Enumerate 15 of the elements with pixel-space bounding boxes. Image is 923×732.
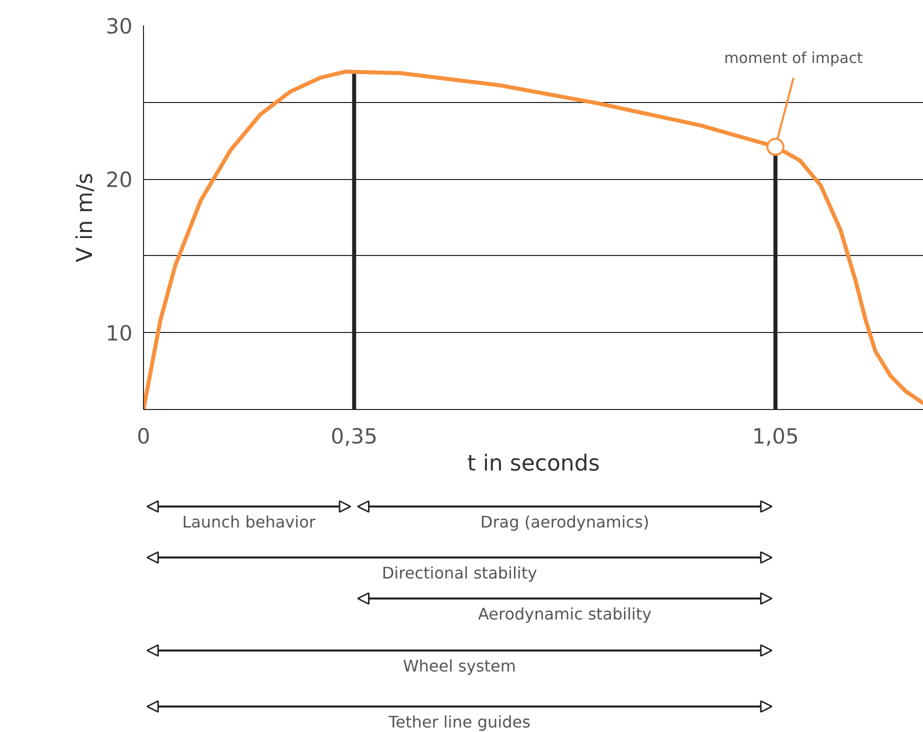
x-tick-label: 1,05: [752, 424, 799, 448]
text: Wheel system: [402, 656, 516, 676]
text: Tether line guides: [388, 712, 530, 732]
y-tick-label: 10: [106, 322, 133, 346]
y-axis-title: V in m/s: [72, 172, 98, 262]
annotation: moment of impact: [724, 48, 863, 67]
x-axis-title: t in seconds: [467, 452, 600, 476]
text: Directional stability: [382, 564, 538, 582]
text: Launch behavior: [182, 512, 316, 532]
y-tick-label: 30: [106, 14, 133, 38]
y-tick-label: 20: [106, 168, 133, 192]
x-tick-label: 0,35: [330, 424, 378, 448]
text: Aerodynamic stability: [478, 604, 652, 624]
x-tick-label: 0: [136, 424, 150, 448]
text: Drag (aerodynamics): [480, 512, 650, 532]
